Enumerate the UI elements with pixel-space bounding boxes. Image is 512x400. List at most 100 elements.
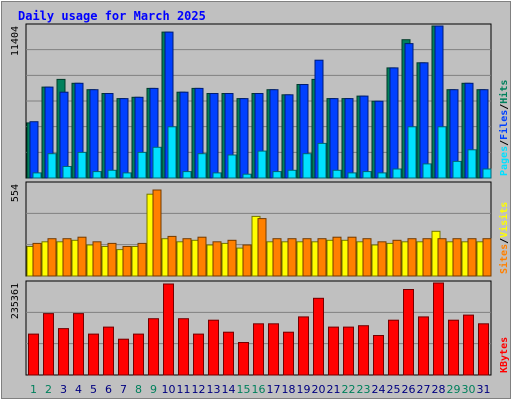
x-tick-label-8: 8 xyxy=(135,383,142,396)
chart-title: Daily usage for March 2025 xyxy=(18,9,206,23)
bar-pages-day-8 xyxy=(137,151,147,179)
x-tick-label-5: 5 xyxy=(90,383,97,396)
bar-sites-day-27 xyxy=(422,238,432,277)
bar-sites-day-14 xyxy=(227,239,237,277)
bar-files-day-6 xyxy=(104,93,114,179)
bar-pages-day-21 xyxy=(332,169,342,179)
bar-pages-day-31 xyxy=(482,168,492,179)
bar-kbytes-day-31 xyxy=(478,323,489,376)
x-tick-label-26: 26 xyxy=(402,383,416,396)
bar-sites-day-25 xyxy=(392,239,402,277)
bar-kbytes-day-4 xyxy=(73,313,84,376)
bar-kbytes-day-17 xyxy=(268,323,279,376)
x-tick-label-18: 18 xyxy=(282,383,296,396)
bar-sites-day-10 xyxy=(167,235,177,277)
bar-kbytes-day-13 xyxy=(208,319,219,376)
x-tick-label-27: 27 xyxy=(417,383,431,396)
x-tick-label-10: 10 xyxy=(162,383,176,396)
bar-sites-day-31 xyxy=(482,238,492,277)
legend-entry: Sites xyxy=(498,244,510,274)
bar-pages-day-23 xyxy=(362,171,372,179)
bar-sites-day-7 xyxy=(122,246,132,277)
bar-sites-day-12 xyxy=(197,236,207,277)
bar-pages-day-7 xyxy=(122,172,132,179)
bar-pages-day-15 xyxy=(242,173,252,179)
bar-sites-day-15 xyxy=(242,244,252,277)
x-tick-label-25: 25 xyxy=(387,383,401,396)
bar-files-day-3 xyxy=(59,91,69,179)
panel-legend: Pages/Files/Hits xyxy=(498,80,510,176)
bar-pages-day-9 xyxy=(152,146,162,179)
x-tick-label-16: 16 xyxy=(252,383,266,396)
bar-files-day-21 xyxy=(329,98,339,179)
bar-pages-day-22 xyxy=(347,172,357,179)
x-tick-label-2: 2 xyxy=(45,383,52,396)
bar-sites-day-8 xyxy=(137,242,147,277)
bar-files-day-24 xyxy=(374,100,384,179)
bar-pages-day-1 xyxy=(32,172,42,179)
bar-sites-day-1 xyxy=(32,242,42,277)
bar-pages-day-13 xyxy=(212,172,222,179)
bar-pages-day-4 xyxy=(77,151,87,179)
bar-files-day-1 xyxy=(29,121,39,179)
panel-legend: KBytes xyxy=(499,337,510,373)
x-tick-label-1: 1 xyxy=(30,383,37,396)
bar-pages-day-19 xyxy=(302,153,312,179)
bar-files-day-31 xyxy=(479,89,489,179)
bar-pages-day-24 xyxy=(377,172,387,179)
bar-sites-day-11 xyxy=(182,238,192,277)
legend-entry: Hits xyxy=(498,80,510,104)
bar-files-day-27 xyxy=(419,62,429,179)
bar-pages-day-29 xyxy=(452,160,462,179)
bar-sites-day-29 xyxy=(452,238,462,277)
x-tick-label-24: 24 xyxy=(372,383,386,396)
bar-sites-day-9 xyxy=(152,189,162,277)
bar-pages-day-6 xyxy=(107,169,117,179)
bar-sites-day-28 xyxy=(437,238,447,277)
bar-sites-day-18 xyxy=(287,238,297,277)
bar-kbytes-day-11 xyxy=(178,318,189,376)
bar-kbytes-day-15 xyxy=(238,342,249,376)
legend-entry: / xyxy=(499,104,510,110)
x-tick-label-29: 29 xyxy=(447,383,461,396)
x-tick-label-21: 21 xyxy=(327,383,341,396)
bar-kbytes-day-6 xyxy=(103,326,114,376)
bar-pages-day-14 xyxy=(227,154,237,179)
bar-kbytes-day-10 xyxy=(163,283,174,376)
bar-files-day-17 xyxy=(269,89,279,179)
x-tick-label-6: 6 xyxy=(105,383,112,396)
bar-kbytes-day-23 xyxy=(358,325,369,376)
panel-legend: Sites/Visits xyxy=(498,202,510,274)
legend-entry: Pages xyxy=(499,146,510,176)
bar-kbytes-day-22 xyxy=(343,326,354,376)
bar-sites-day-21 xyxy=(332,236,342,277)
bar-kbytes-day-9 xyxy=(148,318,159,376)
chart-panels: 11404Pages/Files/Hits554Sites/Visits2353… xyxy=(10,23,510,376)
bar-files-day-23 xyxy=(359,95,369,179)
bar-kbytes-day-12 xyxy=(193,333,204,376)
bar-files-day-25 xyxy=(389,67,399,179)
bar-pages-day-5 xyxy=(92,171,102,179)
bar-pages-day-12 xyxy=(197,153,207,179)
bar-pages-day-26 xyxy=(407,126,417,179)
x-tick-label-19: 19 xyxy=(297,383,311,396)
bar-kbytes-day-28 xyxy=(433,282,444,376)
x-tick-label-13: 13 xyxy=(207,383,221,396)
x-tick-label-4: 4 xyxy=(75,383,82,396)
x-tick-label-23: 23 xyxy=(357,383,371,396)
bar-pages-day-2 xyxy=(47,153,57,179)
bar-pages-day-20 xyxy=(317,142,327,179)
panel-max-label: 11404 xyxy=(10,26,21,56)
x-tick-label-17: 17 xyxy=(267,383,281,396)
bar-kbytes-day-27 xyxy=(418,316,429,376)
bar-pages-day-30 xyxy=(467,149,477,179)
bar-pages-day-10 xyxy=(167,126,177,179)
bar-sites-day-20 xyxy=(317,238,327,277)
bar-sites-day-22 xyxy=(347,236,357,277)
bar-pages-day-11 xyxy=(182,171,192,179)
x-tick-label-31: 31 xyxy=(477,383,491,396)
bar-sites-day-4 xyxy=(77,236,87,277)
panel-max-label: 235361 xyxy=(10,283,21,319)
bar-pages-day-3 xyxy=(62,166,72,179)
